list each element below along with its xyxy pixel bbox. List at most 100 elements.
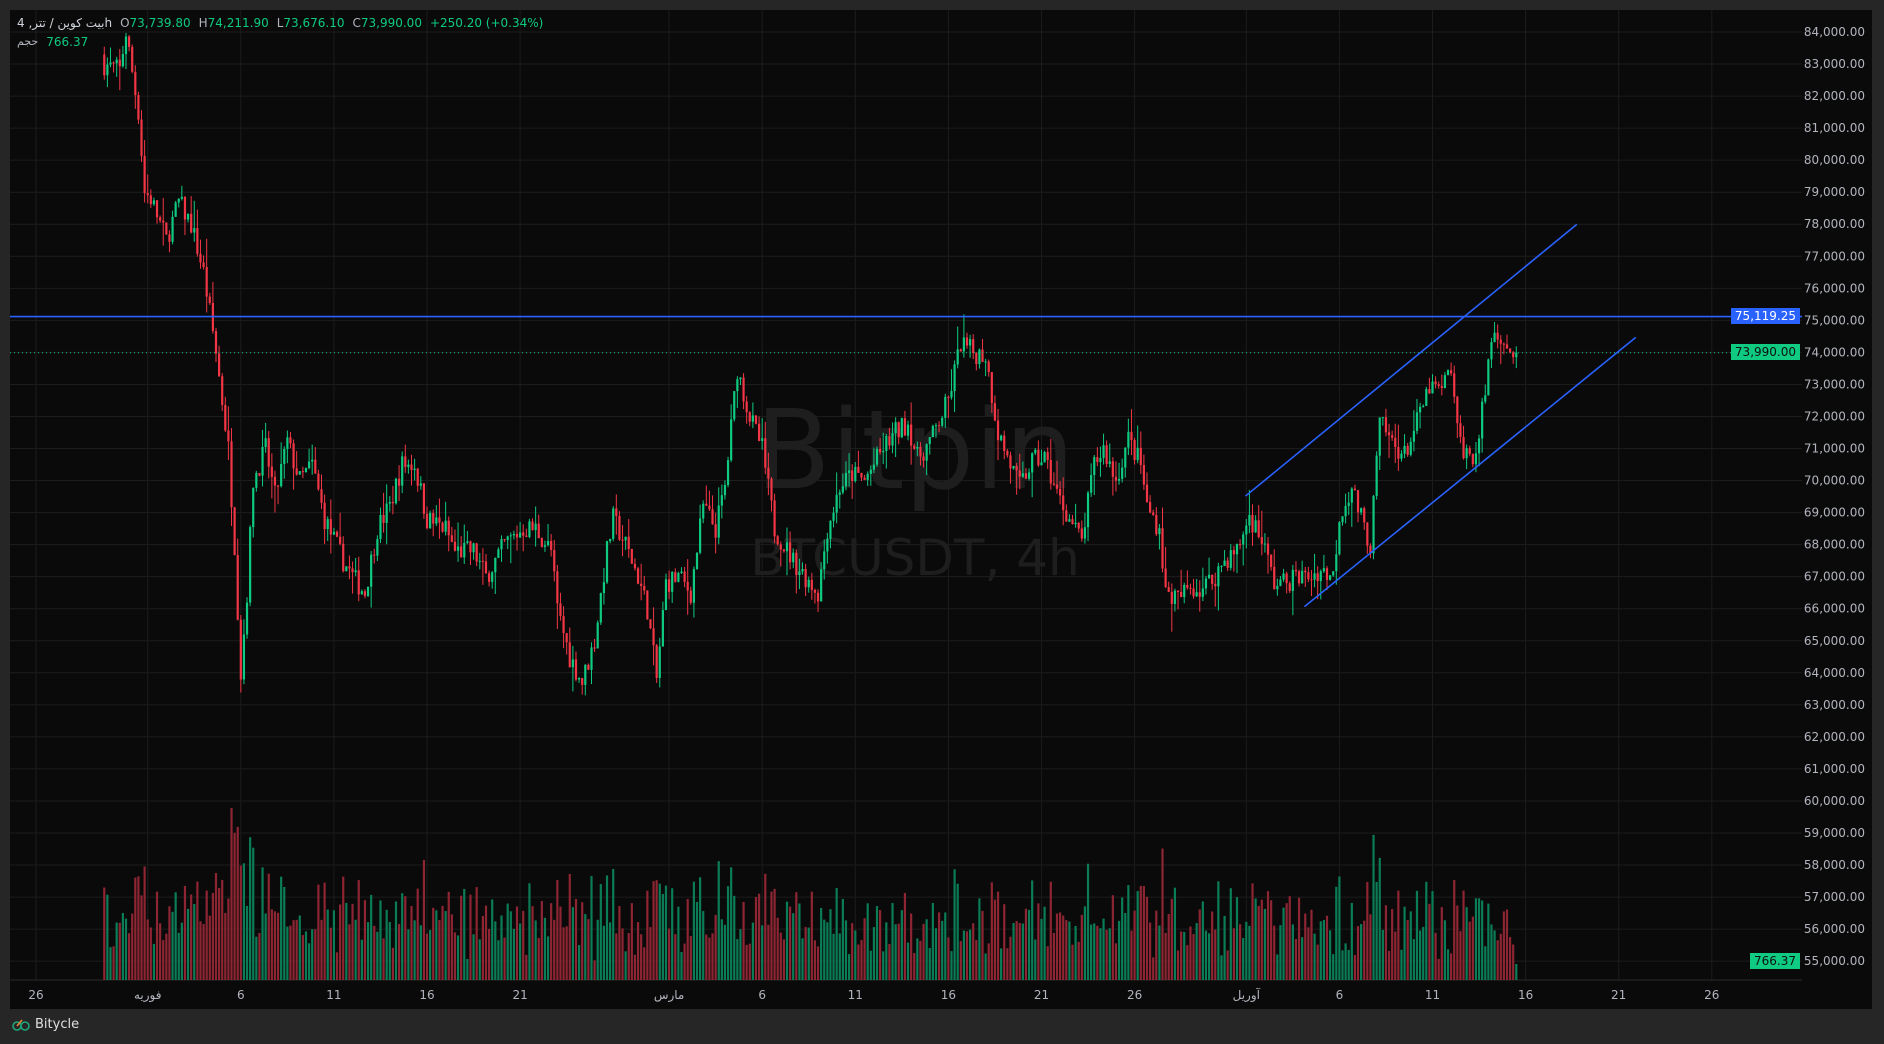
volume-bar xyxy=(745,944,748,980)
volume-bar xyxy=(159,923,162,980)
volume-bar xyxy=(568,873,571,980)
volume-bar xyxy=(556,880,559,980)
volume-bar xyxy=(562,927,565,980)
volume-bar xyxy=(264,913,267,980)
y-tick-label: 77,000.00 xyxy=(1804,249,1865,263)
volume-bar xyxy=(1387,950,1391,980)
candle-body xyxy=(720,495,723,506)
candle-body xyxy=(1062,495,1065,511)
candle-body xyxy=(1422,405,1425,407)
volume-bar xyxy=(1006,948,1009,980)
volume-bar xyxy=(171,911,174,980)
candle-body xyxy=(373,554,376,556)
candle-body xyxy=(993,403,997,421)
candle-body xyxy=(307,461,311,469)
candle-body xyxy=(1515,352,1518,358)
candle-body xyxy=(183,196,187,220)
candle-body xyxy=(1105,445,1108,464)
candle-body xyxy=(990,372,993,404)
volume-bar xyxy=(1102,918,1105,980)
candle-body xyxy=(1133,440,1136,461)
volume-bar xyxy=(969,929,972,980)
volume-bar xyxy=(841,899,844,980)
volume-bar xyxy=(155,891,159,980)
candle-body xyxy=(1484,395,1487,402)
volume-bar xyxy=(208,915,211,980)
volume-bar xyxy=(667,928,671,980)
volume-bar xyxy=(1214,929,1217,980)
candle-body xyxy=(937,425,941,427)
candle-body xyxy=(879,448,882,453)
volume-bar xyxy=(776,917,779,980)
candle-body xyxy=(1037,449,1040,466)
candle-body xyxy=(1052,483,1055,485)
candle-body xyxy=(556,571,559,604)
volume-bar xyxy=(506,903,509,980)
channel-upper-line[interactable] xyxy=(1245,223,1578,497)
volume-bar xyxy=(339,904,342,980)
candle-body xyxy=(553,549,556,572)
candle-body xyxy=(584,664,587,685)
footer-brand[interactable]: Bitycle xyxy=(12,1017,79,1032)
candle-body xyxy=(245,602,249,635)
candle-body xyxy=(1297,571,1301,584)
volume-bar xyxy=(742,901,745,980)
volume-bar xyxy=(1437,958,1440,980)
candle-body xyxy=(1338,522,1341,555)
candle-body xyxy=(1363,508,1366,523)
candle-body xyxy=(813,589,817,593)
volume-bar xyxy=(453,932,457,980)
volume-label[interactable]: حجم xyxy=(17,35,39,48)
volume-bar xyxy=(1481,900,1484,980)
candle-body xyxy=(1049,460,1052,484)
chart-pane[interactable]: 84,000.00 83,000.00 82,000.00 81,000.00 80,0… xyxy=(10,10,1872,1009)
candle-body xyxy=(522,532,525,536)
volume-bar xyxy=(978,898,981,980)
candle-body xyxy=(1071,519,1074,525)
volume-bar xyxy=(1515,964,1518,980)
candle-body xyxy=(906,424,910,436)
volume-bar xyxy=(261,867,264,980)
candle-body xyxy=(441,522,444,532)
symbol-title[interactable]: بیت کوین / تتر, 4h xyxy=(17,16,113,30)
volume-bar xyxy=(329,927,332,980)
candle-body xyxy=(934,425,938,427)
channel-lower-line[interactable] xyxy=(1303,336,1637,608)
volume-bar xyxy=(307,943,311,980)
candle-body xyxy=(1232,550,1235,555)
volume-bar xyxy=(944,912,947,980)
candle-body xyxy=(227,430,230,442)
volume-bar xyxy=(1453,879,1456,980)
candle-body xyxy=(754,415,758,424)
y-tick-label: 72,000.00 xyxy=(1804,409,1865,423)
y-tick-label: 60,000.00 xyxy=(1804,794,1865,808)
candle-body xyxy=(438,517,441,523)
volume-bar xyxy=(543,917,547,980)
candle-body xyxy=(460,546,463,558)
volume-bar xyxy=(1328,930,1332,980)
price-chart[interactable]: 84,000.00 83,000.00 82,000.00 81,000.00 80,0… xyxy=(10,10,1872,1009)
volume-bar xyxy=(1164,932,1167,980)
volume-bar xyxy=(1468,921,1471,980)
candle-body xyxy=(872,464,875,470)
candle-body xyxy=(320,489,323,503)
volume-bar xyxy=(987,943,990,980)
candle-body xyxy=(261,447,264,476)
candle-body xyxy=(214,331,218,354)
volume-bar xyxy=(757,893,761,980)
candle-body xyxy=(497,549,500,558)
candle-body xyxy=(239,619,242,680)
volume-bar xyxy=(258,932,261,980)
candle-body xyxy=(1418,406,1422,413)
volume-bar xyxy=(1021,923,1024,980)
candle-body xyxy=(159,217,162,221)
volume-bar xyxy=(1173,887,1177,980)
candle-body xyxy=(900,418,903,438)
volume-bar xyxy=(879,910,882,980)
volume-bar xyxy=(177,932,180,980)
y-tick-label: 58,000.00 xyxy=(1804,858,1865,872)
volume-bar xyxy=(286,926,289,980)
volume-bar xyxy=(1000,948,1003,980)
candle-body xyxy=(885,436,888,451)
last-volume-badge: 766.37 xyxy=(1750,953,1800,969)
